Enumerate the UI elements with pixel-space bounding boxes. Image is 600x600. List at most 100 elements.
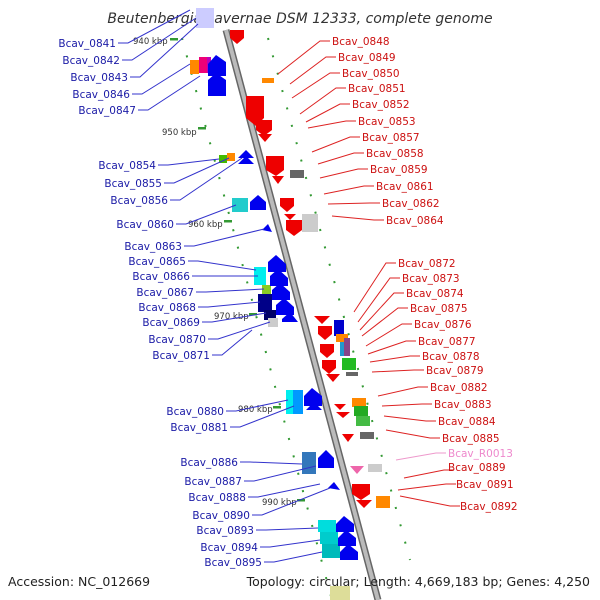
gene-feature[interactable] — [262, 224, 272, 232]
gene-feature[interactable] — [302, 214, 318, 232]
gene-feature[interactable] — [318, 520, 336, 532]
gene-label[interactable]: Bcav_0849 — [338, 52, 396, 64]
gene-feature[interactable] — [282, 312, 298, 322]
gene-feature[interactable] — [342, 358, 356, 370]
gene-feature[interactable] — [238, 150, 254, 158]
gene-feature[interactable] — [356, 500, 372, 508]
gene-label[interactable]: Bcav_0852 — [352, 99, 410, 111]
gene-feature[interactable] — [354, 406, 368, 416]
gene-feature[interactable] — [208, 55, 226, 76]
gene-feature[interactable] — [219, 155, 227, 163]
gene-label[interactable]: Bcav_0888 — [188, 492, 246, 504]
gene-label[interactable]: Bcav_0858 — [366, 148, 424, 160]
gene-label[interactable]: Bcav_0851 — [348, 83, 406, 95]
gene-feature[interactable] — [264, 310, 276, 320]
gene-feature[interactable] — [314, 316, 330, 324]
gene-label[interactable]: Bcav_0859 — [370, 164, 428, 176]
gene-feature[interactable] — [199, 57, 207, 73]
gene-label[interactable]: Bcav_0843 — [70, 72, 128, 84]
gene-feature[interactable] — [270, 269, 288, 286]
gene-feature[interactable] — [258, 294, 272, 312]
gene-feature[interactable] — [258, 134, 272, 142]
gene-feature[interactable] — [304, 388, 322, 406]
gene-feature[interactable] — [342, 434, 354, 442]
gene-feature[interactable] — [336, 412, 350, 418]
gene-label[interactable]: Bcav_0874 — [406, 288, 464, 300]
gene-label[interactable]: Bcav_0875 — [410, 303, 468, 315]
gene-feature[interactable] — [286, 390, 296, 414]
gene-label[interactable]: Bcav_0862 — [382, 198, 440, 210]
gene-label[interactable]: Bcav_0860 — [116, 219, 174, 231]
gene-feature[interactable] — [268, 255, 286, 272]
gene-feature[interactable] — [306, 402, 322, 410]
gene-label[interactable]: Bcav_0871 — [152, 350, 210, 362]
gene-label[interactable]: Bcav_0868 — [138, 302, 196, 314]
gene-label[interactable]: Bcav_0894 — [200, 542, 258, 554]
gene-feature[interactable] — [330, 586, 350, 600]
gene-feature[interactable] — [208, 73, 226, 96]
gene-label[interactable]: Bcav_0892 — [460, 501, 518, 513]
gene-label[interactable]: Bcav_0864 — [386, 215, 444, 227]
gene-label[interactable]: Bcav_0853 — [358, 116, 416, 128]
gene-feature[interactable] — [336, 516, 354, 532]
gene-feature[interactable] — [272, 176, 284, 184]
gene-label[interactable]: Bcav_0867 — [136, 287, 194, 299]
gene-label[interactable]: Bcav_0866 — [132, 271, 190, 283]
gene-feature[interactable] — [334, 404, 346, 410]
gene-label[interactable]: Bcav_0863 — [124, 241, 182, 253]
rna-gene-label[interactable]: Bcav_R0013 — [448, 448, 513, 460]
gene-label[interactable]: Bcav_0884 — [438, 416, 496, 428]
gene-feature[interactable] — [320, 532, 338, 544]
gene-label[interactable]: Bcav_0880 — [166, 406, 224, 418]
gene-label[interactable]: Bcav_0895 — [204, 557, 262, 569]
gene-feature[interactable] — [376, 496, 390, 508]
gene-feature[interactable] — [232, 198, 248, 212]
gene-label[interactable]: Bcav_0870 — [148, 334, 206, 346]
gene-feature[interactable] — [336, 334, 348, 342]
gene-label[interactable]: Bcav_0877 — [418, 336, 476, 348]
gene-feature[interactable] — [262, 285, 271, 295]
gene-label[interactable]: Bcav_0850 — [342, 68, 400, 80]
gene-feature[interactable] — [276, 298, 294, 315]
gene-feature[interactable] — [350, 466, 364, 474]
gene-label[interactable]: Bcav_0889 — [448, 462, 506, 474]
gene-feature[interactable] — [262, 78, 274, 83]
gene-feature[interactable] — [346, 372, 358, 376]
gene-feature[interactable] — [302, 452, 316, 474]
gene-label[interactable]: Bcav_0878 — [422, 351, 480, 363]
gene-feature[interactable] — [250, 195, 266, 210]
gene-feature[interactable] — [352, 484, 370, 500]
gene-feature[interactable] — [284, 214, 296, 220]
gene-feature[interactable] — [344, 338, 350, 356]
gene-feature[interactable] — [238, 156, 254, 164]
gene-label[interactable]: Bcav_0886 — [180, 457, 238, 469]
gene-label[interactable]: Bcav_0891 — [456, 479, 514, 491]
gene-feature[interactable] — [320, 344, 334, 358]
gene-feature[interactable] — [196, 8, 214, 28]
gene-label[interactable]: Bcav_0873 — [402, 273, 460, 285]
gene-label[interactable]: Bcav_0872 — [398, 258, 456, 270]
gene-label[interactable]: Bcav_0881 — [170, 422, 228, 434]
gene-feature[interactable] — [272, 283, 290, 300]
gene-feature[interactable] — [356, 416, 370, 426]
gene-feature[interactable] — [318, 450, 334, 468]
gene-feature[interactable] — [290, 170, 304, 178]
gene-label[interactable]: Bcav_0890 — [192, 510, 250, 522]
gene-label[interactable]: Bcav_0885 — [442, 433, 500, 445]
gene-label[interactable]: Bcav_0893 — [196, 525, 254, 537]
gene-feature[interactable] — [256, 120, 272, 136]
gene-feature[interactable] — [328, 482, 340, 490]
gene-feature[interactable] — [280, 198, 294, 212]
gene-label[interactable]: Bcav_0879 — [426, 365, 484, 377]
gene-feature[interactable] — [318, 326, 332, 340]
gene-label[interactable]: Bcav_0861 — [376, 181, 434, 193]
gene-feature[interactable] — [268, 318, 278, 327]
gene-feature[interactable] — [322, 544, 340, 558]
gene-label[interactable]: Bcav_0842 — [62, 55, 120, 67]
gene-feature[interactable] — [190, 60, 199, 74]
gene-feature[interactable] — [334, 320, 344, 336]
gene-feature[interactable] — [368, 464, 382, 472]
gene-label[interactable]: Bcav_0841 — [58, 38, 116, 50]
gene-label[interactable]: Bcav_0865 — [128, 256, 186, 268]
gene-label[interactable]: Bcav_0847 — [78, 105, 136, 117]
